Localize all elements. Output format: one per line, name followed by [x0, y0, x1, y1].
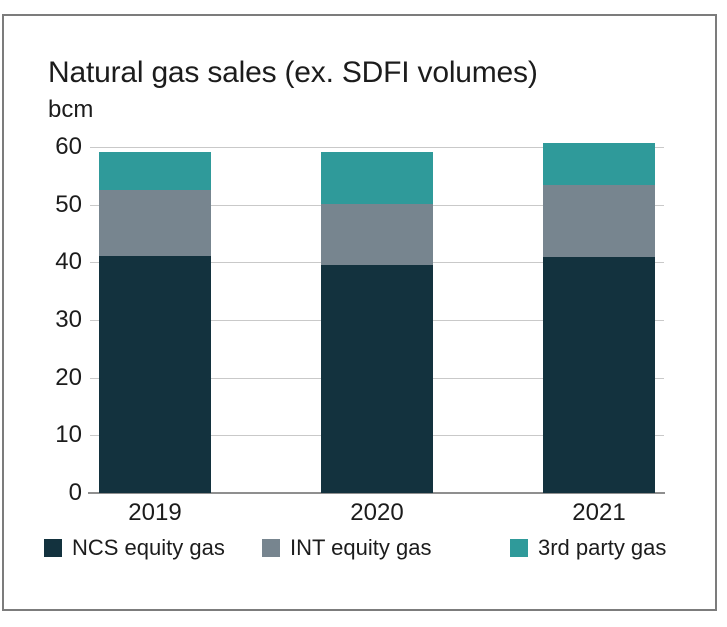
legend-item-3rd-party-gas: 3rd party gas [510, 536, 666, 560]
bar-2021 [543, 142, 655, 493]
legend-item-ncs-equity-gas: NCS equity gas [44, 536, 225, 560]
x-axis-label-2020: 2020 [350, 499, 404, 526]
bar-segment-ncs-equity-gas [99, 255, 211, 493]
x-axis-label-2019: 2019 [128, 499, 182, 526]
legend-label: NCS equity gas [72, 535, 225, 560]
gridline-60 [90, 146, 664, 148]
legend-swatch-3rd-party-gas [510, 539, 528, 557]
chart-title: Natural gas sales (ex. SDFI volumes) [48, 56, 538, 89]
chart-card: Natural gas sales (ex. SDFI volumes) bcm… [2, 14, 717, 611]
y-axis-tick-label: 50 [55, 190, 82, 218]
bar-segment-3rd-party-gas [543, 142, 655, 186]
bar-segment-3rd-party-gas [321, 151, 433, 205]
bar-segment-int-equity-gas [321, 204, 433, 265]
y-axis-unit-label: bcm [48, 96, 94, 123]
legend-swatch-int-equity-gas [262, 539, 280, 557]
y-axis-tick-label: 60 [55, 132, 82, 160]
y-axis-tick-label: 20 [55, 363, 82, 391]
bar-segment-int-equity-gas [99, 190, 211, 256]
bar-2020 [321, 151, 433, 493]
legend-label: 3rd party gas [538, 535, 667, 560]
legend-item-int-equity-gas: INT equity gas [262, 536, 431, 560]
y-axis-tick-label: 40 [55, 248, 82, 276]
bar-segment-ncs-equity-gas [321, 264, 433, 493]
bar-segment-ncs-equity-gas [543, 256, 655, 493]
x-axis-line [88, 492, 665, 494]
bar-segment-int-equity-gas [543, 185, 655, 257]
y-axis-tick-label: 30 [55, 305, 82, 333]
bar-2019 [99, 151, 211, 493]
x-axis-label-2021: 2021 [572, 499, 626, 526]
plot-area: 0 10 20 30 40 50 60 2019 2020 2021 [4, 16, 715, 609]
y-axis-tick-label: 0 [68, 479, 82, 506]
y-axis-tick-label: 10 [55, 421, 82, 449]
legend-swatch-ncs-equity-gas [44, 539, 62, 557]
legend-label: INT equity gas [290, 535, 432, 560]
legend: NCS equity gas INT equity gas 3rd party ga… [4, 536, 715, 566]
bar-segment-3rd-party-gas [99, 151, 211, 191]
